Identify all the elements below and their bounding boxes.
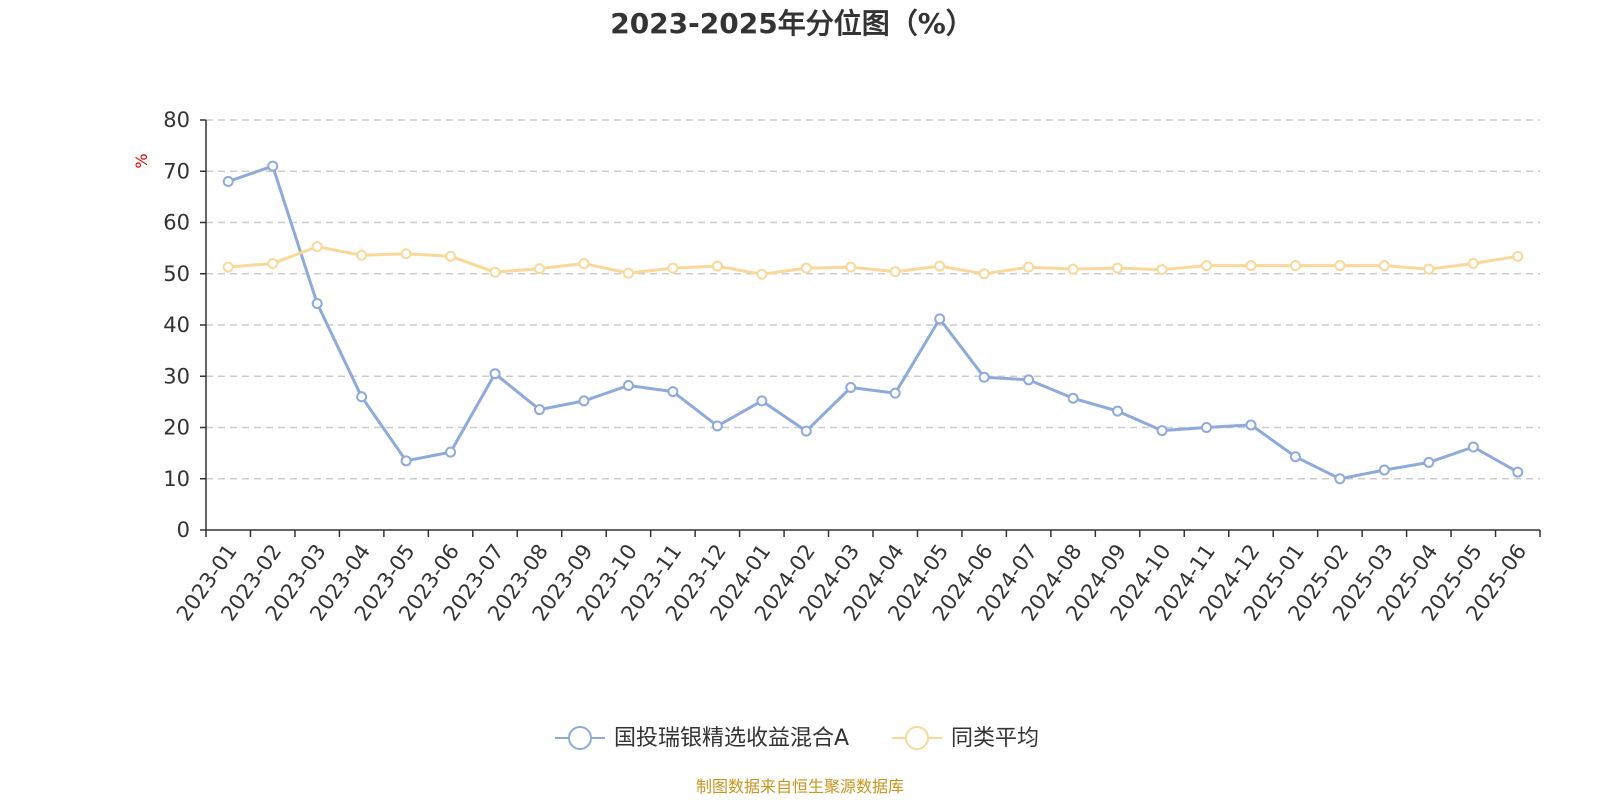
data-point[interactable] xyxy=(1334,473,1346,485)
data-point[interactable] xyxy=(800,262,812,274)
data-point[interactable] xyxy=(311,241,323,253)
y-tick-label: 30 xyxy=(163,364,190,388)
data-point[interactable] xyxy=(1156,425,1168,437)
data-point[interactable] xyxy=(1112,262,1124,274)
data-point[interactable] xyxy=(1378,464,1390,476)
data-point[interactable] xyxy=(445,446,457,458)
data-point[interactable] xyxy=(445,250,457,262)
data-point[interactable] xyxy=(1467,258,1479,269)
data-point[interactable] xyxy=(1067,392,1079,404)
data-point[interactable] xyxy=(1512,466,1524,478)
data-point[interactable] xyxy=(667,262,679,274)
series-2-line xyxy=(228,245,1519,276)
data-point[interactable] xyxy=(311,297,323,309)
data-point[interactable] xyxy=(756,268,768,280)
y-tick-label: 40 xyxy=(163,313,190,337)
data-point[interactable] xyxy=(578,395,590,407)
data-point[interactable] xyxy=(1245,419,1257,431)
data-point[interactable] xyxy=(1334,260,1346,272)
data-point[interactable] xyxy=(622,379,634,391)
y-axis-unit: % xyxy=(132,153,151,168)
data-point[interactable] xyxy=(356,249,368,261)
data-source-note: 制图数据来自恒生聚源数据库 xyxy=(696,777,904,796)
data-point[interactable] xyxy=(1067,263,1079,275)
y-tick-label: 60 xyxy=(163,211,190,235)
data-point[interactable] xyxy=(1245,260,1257,272)
data-point[interactable] xyxy=(534,263,545,275)
data-point[interactable] xyxy=(534,404,545,416)
legend-item-series-1[interactable]: 国投瑞银精选收益混合A xyxy=(555,726,849,751)
y-tick-label: 0 xyxy=(177,518,190,542)
data-point[interactable] xyxy=(222,176,234,187)
y-tick-label: 10 xyxy=(163,467,190,491)
legend-series-1-marker xyxy=(568,726,592,750)
chart-title: 2023-2025年分位图（%） xyxy=(610,7,974,40)
data-point[interactable] xyxy=(1378,260,1390,272)
data-point[interactable] xyxy=(1423,263,1435,275)
data-point[interactable] xyxy=(1289,451,1301,463)
x-tick-labels: 2023-012023-022023-032023-042023-052023-… xyxy=(172,540,1532,626)
series-2 xyxy=(222,241,1524,280)
data-point[interactable] xyxy=(400,455,412,467)
series-1 xyxy=(222,160,1524,485)
data-point[interactable] xyxy=(711,420,723,432)
data-point[interactable] xyxy=(1512,250,1524,262)
data-point[interactable] xyxy=(711,260,723,272)
data-point[interactable] xyxy=(400,248,412,260)
data-point[interactable] xyxy=(267,160,279,172)
data-point[interactable] xyxy=(845,261,857,273)
legend-series-2-marker xyxy=(905,726,929,750)
data-point[interactable] xyxy=(978,371,990,383)
data-point[interactable] xyxy=(889,387,901,399)
data-point[interactable] xyxy=(1201,422,1212,433)
data-point[interactable] xyxy=(267,258,279,269)
data-point[interactable] xyxy=(800,425,812,437)
data-point[interactable] xyxy=(889,266,901,278)
data-point[interactable] xyxy=(489,266,501,278)
axes xyxy=(200,119,1541,537)
legend[interactable]: 国投瑞银精选收益混合A 同类平均 xyxy=(555,726,1039,751)
data-point[interactable] xyxy=(489,368,501,380)
y-tick-label: 20 xyxy=(163,416,190,440)
data-point[interactable] xyxy=(222,261,234,273)
legend-series-1-label: 国投瑞银精选收益混合A xyxy=(614,726,849,751)
data-point[interactable] xyxy=(934,260,946,272)
data-point[interactable] xyxy=(978,268,990,280)
y-tick-label: 80 xyxy=(163,108,190,132)
data-point[interactable] xyxy=(1423,456,1435,468)
series-group xyxy=(222,160,1524,485)
legend-item-series-2[interactable]: 同类平均 xyxy=(892,726,1039,751)
data-point[interactable] xyxy=(1023,374,1035,386)
y-tick-label: 70 xyxy=(163,159,190,183)
data-point[interactable] xyxy=(1467,441,1479,453)
data-point[interactable] xyxy=(934,313,946,325)
data-point[interactable] xyxy=(356,391,368,403)
grid-lines xyxy=(206,119,1540,480)
y-tick-labels: 0 10 20 30 40 50 60 70 80 xyxy=(163,108,190,542)
data-point[interactable] xyxy=(1156,264,1168,276)
data-point[interactable] xyxy=(622,267,634,279)
legend-series-2-label: 同类平均 xyxy=(951,726,1039,751)
data-point[interactable] xyxy=(1112,405,1124,417)
data-point[interactable] xyxy=(756,395,768,407)
data-point[interactable] xyxy=(1289,260,1301,272)
data-point[interactable] xyxy=(578,258,590,269)
data-point[interactable] xyxy=(845,382,857,394)
series-1-line xyxy=(227,164,1519,481)
data-point[interactable] xyxy=(667,386,679,398)
data-point[interactable] xyxy=(1023,261,1035,273)
y-tick-label: 50 xyxy=(163,262,190,286)
data-point[interactable] xyxy=(1201,260,1212,272)
